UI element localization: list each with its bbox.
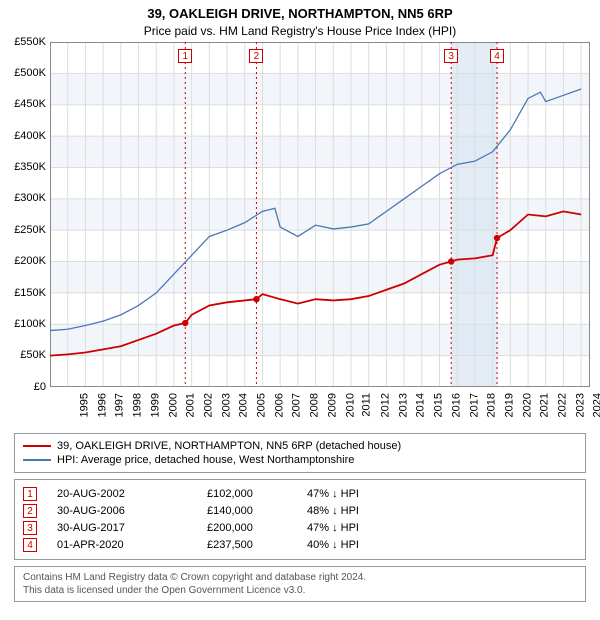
x-tick-label: 2021 <box>539 393 551 417</box>
sale-row: 2 30-AUG-2006£140,00048% ↓ HPI <box>23 504 577 518</box>
y-tick-label: £0 <box>34 381 46 393</box>
x-tick-label: 2005 <box>256 393 268 417</box>
x-tick-label: 1998 <box>132 393 144 417</box>
y-tick-label: £50K <box>20 349 46 361</box>
x-tick-label: 2003 <box>220 393 232 417</box>
event-marker-4: 4 <box>490 49 504 63</box>
x-tick-label: 2022 <box>557 393 569 417</box>
y-tick-label: £150K <box>14 287 46 299</box>
x-tick-label: 2019 <box>503 393 515 417</box>
sale-price: £140,000 <box>207 505 307 517</box>
footer-box: Contains HM Land Registry data © Crown c… <box>14 566 586 602</box>
y-tick-label: £250K <box>14 224 46 236</box>
sale-row: 1 20-AUG-2002£102,00047% ↓ HPI <box>23 487 577 501</box>
x-tick-label: 2017 <box>468 393 480 417</box>
x-tick-label: 2010 <box>344 393 356 417</box>
sale-price: £102,000 <box>207 488 307 500</box>
sale-marker: 1 <box>23 487 37 501</box>
x-tick-label: 2020 <box>521 393 533 417</box>
y-tick-label: £100K <box>14 318 46 330</box>
sale-date: 30-AUG-2006 <box>57 505 207 517</box>
x-tick-label: 2001 <box>185 393 197 417</box>
footer-line-1: Contains HM Land Registry data © Crown c… <box>23 571 577 584</box>
x-tick-label: 2006 <box>273 393 285 417</box>
sale-date: 01-APR-2020 <box>57 539 207 551</box>
x-tick-label: 1995 <box>78 393 90 417</box>
sale-marker: 4 <box>23 538 37 552</box>
x-tick-label: 2007 <box>291 393 303 417</box>
y-tick-label: £400K <box>14 130 46 142</box>
legend-swatch <box>23 459 51 461</box>
sale-price: £237,500 <box>207 539 307 551</box>
sales-box: 120-AUG-2002£102,00047% ↓ HPI230-AUG-200… <box>14 479 586 560</box>
x-tick-label: 2012 <box>379 393 391 417</box>
sale-delta: 47% ↓ HPI <box>307 522 577 534</box>
x-tick-label: 2014 <box>415 393 427 417</box>
chart-area: 1234£0£50K£100K£150K£200K£250K£300K£350K… <box>50 42 590 387</box>
x-tick-label: 2000 <box>167 393 179 417</box>
x-tick-label: 2002 <box>202 393 214 417</box>
footer-line-2: This data is licensed under the Open Gov… <box>23 584 577 597</box>
x-tick-label: 2023 <box>574 393 586 417</box>
y-tick-label: £350K <box>14 161 46 173</box>
x-tick-label: 1997 <box>114 393 126 417</box>
page-container: 39, OAKLEIGH DRIVE, NORTHAMPTON, NN5 6RP… <box>0 0 600 620</box>
sale-delta: 47% ↓ HPI <box>307 488 577 500</box>
x-tick-label: 2004 <box>238 393 250 417</box>
sale-row: 4 01-APR-2020£237,50040% ↓ HPI <box>23 538 577 552</box>
x-tick-label: 2024 <box>592 393 600 417</box>
sale-date: 20-AUG-2002 <box>57 488 207 500</box>
sale-delta: 48% ↓ HPI <box>307 505 577 517</box>
y-tick-label: £500K <box>14 67 46 79</box>
event-marker-1: 1 <box>178 49 192 63</box>
x-tick-label: 2009 <box>326 393 338 417</box>
legend-swatch <box>23 445 51 447</box>
x-tick-label: 2013 <box>397 393 409 417</box>
x-tick-label: 1999 <box>149 393 161 417</box>
sale-marker: 2 <box>23 504 37 518</box>
x-tick-label: 2011 <box>361 393 373 417</box>
x-tick-label: 2018 <box>486 393 498 417</box>
chart-title: 39, OAKLEIGH DRIVE, NORTHAMPTON, NN5 6RP <box>0 0 600 22</box>
event-marker-2: 2 <box>249 49 263 63</box>
sale-row: 3 30-AUG-2017£200,00047% ↓ HPI <box>23 521 577 535</box>
legend-row: 39, OAKLEIGH DRIVE, NORTHAMPTON, NN5 6RP… <box>23 440 577 452</box>
y-tick-label: £450K <box>14 98 46 110</box>
chart-svg <box>50 42 590 387</box>
legend-box: 39, OAKLEIGH DRIVE, NORTHAMPTON, NN5 6RP… <box>14 433 586 473</box>
legend-row: HPI: Average price, detached house, West… <box>23 454 577 466</box>
chart-subtitle: Price paid vs. HM Land Registry's House … <box>0 22 600 42</box>
x-tick-label: 2016 <box>450 393 462 417</box>
sale-price: £200,000 <box>207 522 307 534</box>
x-tick-label: 1996 <box>96 393 108 417</box>
legend-label: 39, OAKLEIGH DRIVE, NORTHAMPTON, NN5 6RP… <box>57 440 401 452</box>
y-tick-label: £550K <box>14 36 46 48</box>
y-tick-label: £200K <box>14 255 46 267</box>
event-marker-3: 3 <box>444 49 458 63</box>
x-tick-label: 2008 <box>309 393 321 417</box>
sale-delta: 40% ↓ HPI <box>307 539 577 551</box>
x-tick-label: 2015 <box>433 393 445 417</box>
y-tick-label: £300K <box>14 192 46 204</box>
legend-label: HPI: Average price, detached house, West… <box>57 454 354 466</box>
sale-marker: 3 <box>23 521 37 535</box>
sale-date: 30-AUG-2017 <box>57 522 207 534</box>
